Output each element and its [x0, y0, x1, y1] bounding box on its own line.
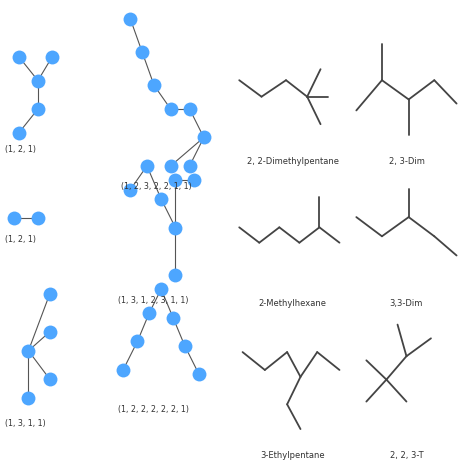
Text: 2, 2-Dimethylpentane: 2, 2-Dimethylpentane [246, 157, 339, 166]
Text: (1, 3, 1, 2, 3, 1, 1): (1, 3, 1, 2, 3, 1, 1) [118, 296, 189, 305]
Text: (1, 2, 3, 2, 2, 1, 1): (1, 2, 3, 2, 2, 1, 1) [121, 182, 191, 191]
Text: (1, 2, 1): (1, 2, 1) [5, 145, 36, 154]
Text: 3-Ethylpentane: 3-Ethylpentane [260, 451, 325, 460]
Text: 3,3-Dim: 3,3-Dim [390, 299, 423, 308]
Text: 2-Methylhexane: 2-Methylhexane [259, 299, 327, 308]
Text: 2, 2, 3-T: 2, 2, 3-T [390, 451, 423, 460]
Text: (1, 2, 2, 2, 2, 2, 1): (1, 2, 2, 2, 2, 2, 1) [118, 405, 190, 414]
Text: (1, 2, 1): (1, 2, 1) [5, 235, 36, 244]
Text: (1, 3, 1, 1): (1, 3, 1, 1) [5, 419, 46, 428]
Text: 2, 3-Dim: 2, 3-Dim [389, 157, 424, 166]
